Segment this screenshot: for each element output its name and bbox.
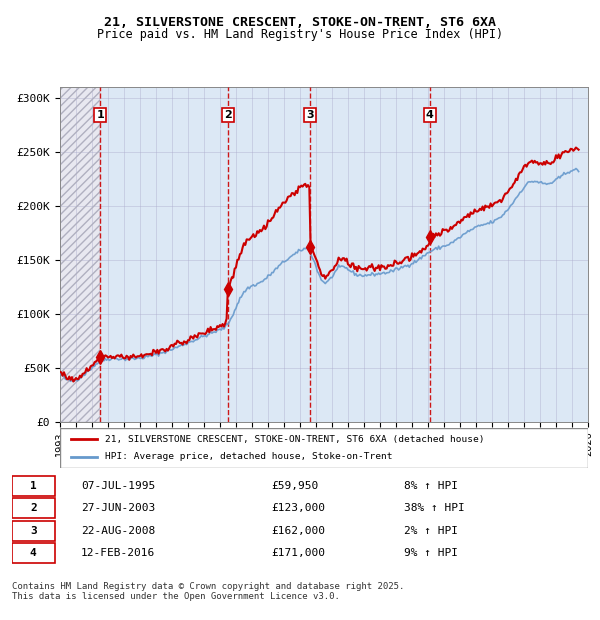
FancyBboxPatch shape — [12, 543, 55, 564]
Text: 1: 1 — [30, 480, 37, 490]
Text: £59,950: £59,950 — [271, 480, 319, 490]
FancyBboxPatch shape — [60, 428, 588, 468]
Text: 27-JUN-2003: 27-JUN-2003 — [81, 503, 155, 513]
Text: £162,000: £162,000 — [271, 526, 325, 536]
Text: 2: 2 — [30, 503, 37, 513]
Text: 12-FEB-2016: 12-FEB-2016 — [81, 548, 155, 558]
Text: £123,000: £123,000 — [271, 503, 325, 513]
FancyBboxPatch shape — [12, 476, 55, 496]
Text: 07-JUL-1995: 07-JUL-1995 — [81, 480, 155, 490]
Text: 8% ↑ HPI: 8% ↑ HPI — [404, 480, 458, 490]
Text: 21, SILVERSTONE CRESCENT, STOKE-ON-TRENT, ST6 6XA (detached house): 21, SILVERSTONE CRESCENT, STOKE-ON-TRENT… — [105, 435, 484, 443]
Text: 21, SILVERSTONE CRESCENT, STOKE-ON-TRENT, ST6 6XA: 21, SILVERSTONE CRESCENT, STOKE-ON-TRENT… — [104, 16, 496, 29]
FancyBboxPatch shape — [12, 521, 55, 541]
Text: £171,000: £171,000 — [271, 548, 325, 558]
Text: 3: 3 — [307, 110, 314, 120]
Text: 2: 2 — [224, 110, 232, 120]
Text: Contains HM Land Registry data © Crown copyright and database right 2025.
This d: Contains HM Land Registry data © Crown c… — [12, 582, 404, 601]
FancyBboxPatch shape — [12, 498, 55, 518]
Text: Price paid vs. HM Land Registry's House Price Index (HPI): Price paid vs. HM Land Registry's House … — [97, 28, 503, 41]
Text: 1: 1 — [96, 110, 104, 120]
Text: 2% ↑ HPI: 2% ↑ HPI — [404, 526, 458, 536]
Text: 38% ↑ HPI: 38% ↑ HPI — [404, 503, 464, 513]
Text: 4: 4 — [426, 110, 434, 120]
Text: 4: 4 — [30, 548, 37, 558]
Bar — [60, 87, 100, 422]
Text: 3: 3 — [30, 526, 37, 536]
Text: HPI: Average price, detached house, Stoke-on-Trent: HPI: Average price, detached house, Stok… — [105, 453, 392, 461]
Bar — [60, 87, 100, 422]
Text: 9% ↑ HPI: 9% ↑ HPI — [404, 548, 458, 558]
Text: 22-AUG-2008: 22-AUG-2008 — [81, 526, 155, 536]
